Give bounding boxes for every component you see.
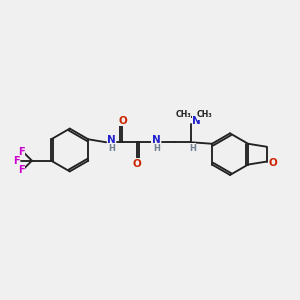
Text: CH₃: CH₃	[197, 110, 213, 119]
Text: H: H	[153, 144, 160, 153]
Text: O: O	[133, 159, 142, 169]
Text: F: F	[18, 165, 25, 175]
Text: N: N	[192, 116, 201, 127]
Text: N: N	[107, 135, 116, 145]
Text: O: O	[268, 158, 277, 168]
Text: N: N	[152, 135, 161, 145]
Text: O: O	[118, 116, 127, 126]
Text: H: H	[189, 144, 196, 153]
Text: F: F	[18, 147, 25, 157]
Text: H: H	[108, 144, 115, 153]
Text: F: F	[13, 156, 20, 166]
Text: CH₃: CH₃	[175, 110, 191, 119]
